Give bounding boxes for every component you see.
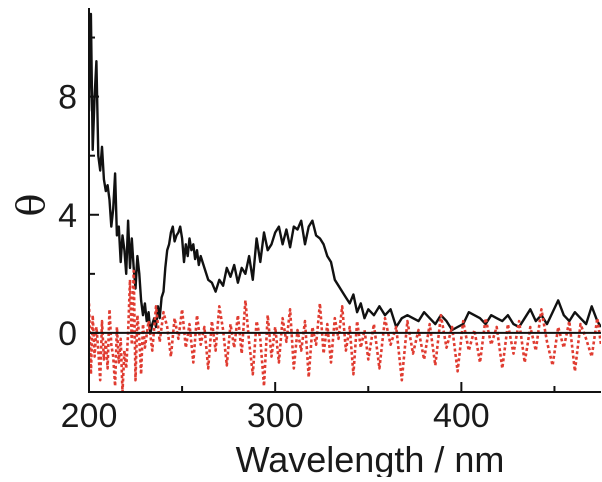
series-layer [89, 12, 601, 392]
x-axis-title: Wavelength / nm [236, 439, 505, 477]
x-tick-label: 300 [247, 397, 304, 435]
x-tick-label: 400 [433, 397, 490, 435]
labels: Wavelength / nm θ [9, 194, 505, 480]
series-line-1 [89, 12, 601, 335]
x-tick-label: 200 [61, 397, 118, 435]
series-line-2 [89, 269, 601, 392]
y-axis-title: θ [9, 194, 53, 217]
y-tick-label: 0 [58, 315, 77, 353]
y-tick-label: 8 [58, 79, 77, 117]
y-tick-label: 4 [58, 197, 77, 235]
axes: 200 300 400 0 4 8 [58, 8, 601, 435]
